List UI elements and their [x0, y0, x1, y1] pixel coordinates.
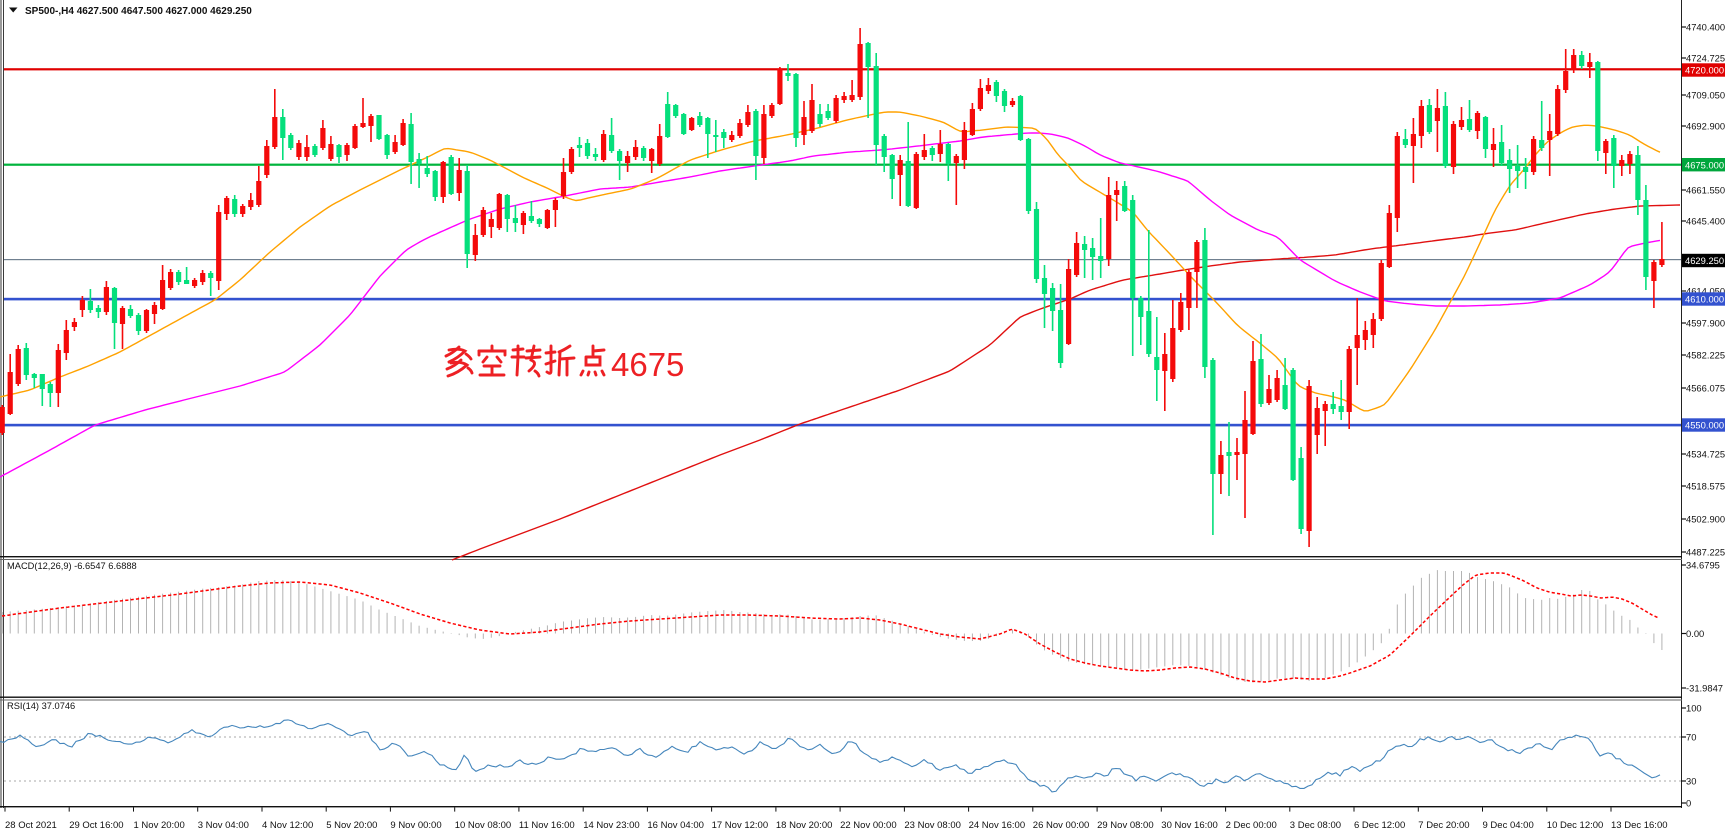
svg-text:4724.725: 4724.725 [1686, 52, 1725, 63]
svg-text:4 Nov 12:00: 4 Nov 12:00 [262, 820, 313, 831]
svg-text:100: 100 [1686, 702, 1702, 713]
svg-text:4550.000: 4550.000 [1685, 420, 1724, 431]
svg-text:4518.575: 4518.575 [1686, 480, 1725, 491]
svg-text:9 Dec 04:00: 9 Dec 04:00 [1483, 820, 1534, 831]
svg-text:3 Dec 08:00: 3 Dec 08:00 [1290, 820, 1341, 831]
svg-text:26 Nov 00:00: 26 Nov 00:00 [1033, 820, 1090, 831]
svg-text:18 Nov 20:00: 18 Nov 20:00 [776, 820, 833, 831]
svg-text:28 Oct 2021: 28 Oct 2021 [5, 820, 57, 831]
svg-text:10 Dec 12:00: 10 Dec 12:00 [1547, 820, 1604, 831]
svg-text:4614.050: 4614.050 [1686, 285, 1725, 296]
svg-text:MACD(12,26,9) -6.6547 6.6888: MACD(12,26,9) -6.6547 6.6888 [7, 561, 137, 571]
svg-text:5 Nov 20:00: 5 Nov 20:00 [326, 820, 377, 831]
svg-text:2 Dec 00:00: 2 Dec 00:00 [1226, 820, 1277, 831]
svg-text:10 Nov 08:00: 10 Nov 08:00 [455, 820, 512, 831]
svg-text:4534.725: 4534.725 [1686, 448, 1725, 459]
svg-text:23 Nov 08:00: 23 Nov 08:00 [904, 820, 961, 831]
svg-text:4675.000: 4675.000 [1685, 159, 1724, 170]
svg-text:1 Nov 20:00: 1 Nov 20:00 [134, 820, 185, 831]
svg-text:0: 0 [1686, 797, 1691, 808]
svg-text:RSI(14) 37.0746: RSI(14) 37.0746 [7, 701, 75, 711]
svg-text:22 Nov 00:00: 22 Nov 00:00 [840, 820, 897, 831]
svg-text:4675: 4675 [611, 346, 684, 383]
svg-text:3 Nov 04:00: 3 Nov 04:00 [198, 820, 249, 831]
svg-text:13 Dec 16:00: 13 Dec 16:00 [1611, 820, 1668, 831]
svg-text:4502.900: 4502.900 [1686, 513, 1725, 524]
svg-text:-31.9847: -31.9847 [1686, 682, 1723, 693]
svg-text:4740.400: 4740.400 [1686, 21, 1725, 32]
svg-text:4645.400: 4645.400 [1686, 215, 1725, 226]
svg-text:30 Nov 16:00: 30 Nov 16:00 [1161, 820, 1218, 831]
svg-text:4597.900: 4597.900 [1686, 317, 1725, 328]
svg-text:4661.550: 4661.550 [1686, 184, 1725, 195]
svg-text:4582.225: 4582.225 [1686, 349, 1725, 360]
svg-text:70: 70 [1686, 731, 1696, 742]
svg-text:4692.900: 4692.900 [1686, 120, 1725, 131]
svg-text:9 Nov 00:00: 9 Nov 00:00 [390, 820, 441, 831]
svg-text:29 Nov 08:00: 29 Nov 08:00 [1097, 820, 1154, 831]
svg-text:4629.250: 4629.250 [1685, 255, 1724, 266]
svg-text:11 Nov 16:00: 11 Nov 16:00 [519, 820, 575, 831]
svg-text:4709.050: 4709.050 [1686, 89, 1725, 100]
svg-text:14 Nov 23:00: 14 Nov 23:00 [583, 820, 640, 831]
svg-text:16 Nov 04:00: 16 Nov 04:00 [647, 820, 704, 831]
svg-text:24 Nov 16:00: 24 Nov 16:00 [969, 820, 1026, 831]
svg-text:29 Oct 16:00: 29 Oct 16:00 [69, 820, 123, 831]
svg-text:4720.000: 4720.000 [1685, 65, 1724, 76]
svg-text:SP500-,H4 4627.500 4647.500 4: SP500-,H4 4627.500 4647.500 4627.000 462… [25, 6, 252, 17]
svg-text:7 Dec 20:00: 7 Dec 20:00 [1418, 820, 1469, 831]
svg-text:4487.225: 4487.225 [1686, 546, 1725, 557]
svg-text:6 Dec 12:00: 6 Dec 12:00 [1354, 820, 1405, 831]
svg-text:30: 30 [1686, 775, 1696, 786]
svg-text:17 Nov 12:00: 17 Nov 12:00 [712, 820, 769, 831]
svg-text:34.6795: 34.6795 [1686, 559, 1720, 570]
svg-text:4610.000: 4610.000 [1685, 294, 1724, 305]
svg-text:0.00: 0.00 [1686, 628, 1704, 639]
svg-text:4566.075: 4566.075 [1686, 382, 1725, 393]
